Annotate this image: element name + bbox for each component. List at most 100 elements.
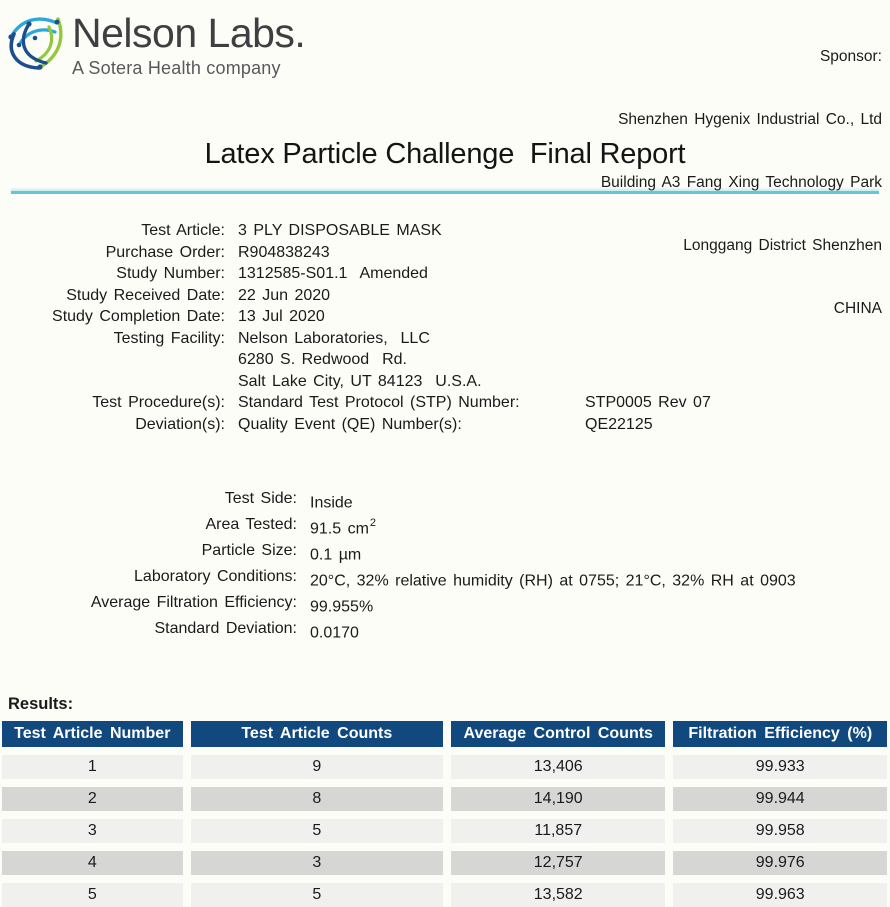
table-cell: 8 xyxy=(190,787,443,812)
table-cell: 99.944 xyxy=(673,787,887,812)
condition-label: Standard Deviation: xyxy=(154,620,297,638)
detail-value-2 xyxy=(572,242,890,264)
brand-name: Nelson Labs. xyxy=(72,10,306,56)
condition-superscript: 2 xyxy=(369,517,377,530)
table-cell: 99.958 xyxy=(673,819,887,844)
condition-value: Inside xyxy=(310,494,353,512)
detail-label: Testing Facility: xyxy=(113,329,225,347)
detail-value: 13 Jul 2020 xyxy=(238,308,325,325)
condition-value: 20°C, 32% relative humidity (RH) at 0755… xyxy=(310,572,796,590)
condition-row: Particle Size: 0.1 µm xyxy=(0,540,890,566)
table-cell: 9 xyxy=(190,755,443,780)
condition-label: Area Tested: xyxy=(205,516,297,534)
sponsor-line: Shenzhen Hygenix Industrial Co., Ltd xyxy=(618,111,882,128)
detail-value: Standard Test Protocol (STP) Number: xyxy=(238,394,520,411)
detail-value-2: QE22125 xyxy=(585,415,653,433)
detail-row: Test Article: 3 PLY DISPOSABLE MASK xyxy=(0,220,890,242)
condition-label: Particle Size: xyxy=(201,542,297,560)
table-cell: 1 xyxy=(2,755,183,780)
table-cell: 5 xyxy=(190,819,443,844)
table-cell: 3 xyxy=(2,819,183,844)
condition-row: Average Filtration Efficiency: 99.955% xyxy=(0,592,890,618)
table-cell: 99.976 xyxy=(673,851,887,876)
detail-value: R904838243 xyxy=(238,243,330,261)
detail-value: 22 Jun 2020 xyxy=(238,286,331,304)
detail-value-2 xyxy=(572,306,890,328)
title-divider xyxy=(11,191,879,194)
detail-label: Deviation(s): xyxy=(135,415,225,433)
detail-row: Testing Facility: Nelson Laboratories, L… xyxy=(0,328,890,350)
report-title: Latex Particle Challenge Final Report xyxy=(204,138,686,170)
condition-value: 0.1 µm xyxy=(310,546,362,564)
detail-value: Nelson Laboratories, LLC xyxy=(238,329,430,347)
detail-value-2 xyxy=(572,328,890,350)
detail-label: Study Number: xyxy=(116,265,225,282)
sponsor-line: CHINA xyxy=(833,300,882,317)
detail-label xyxy=(0,371,225,393)
table-cell: 3 xyxy=(190,851,443,876)
column-header-test-article-counts: Test Article Counts xyxy=(190,721,443,748)
detail-value-2 xyxy=(572,285,890,307)
sponsor-line: Longgang District Shenzhen xyxy=(683,237,882,254)
detail-label: Purchase Order: xyxy=(105,243,225,261)
detail-label: Study Received Date: xyxy=(66,286,225,304)
header: Nelson Labs. A Sotera Health company Spo… xyxy=(0,0,890,317)
detail-row: Purchase Order: R904838243 xyxy=(0,242,890,264)
condition-value: 91.5 cm xyxy=(310,520,369,538)
results-heading: Results: xyxy=(8,695,74,714)
study-details: Test Article: 3 PLY DISPOSABLE MASK Purc… xyxy=(0,220,890,435)
table-cell: 2 xyxy=(2,787,183,812)
column-header-average-control-counts: Average Control Counts xyxy=(450,721,666,748)
nelson-labs-globe-icon xyxy=(4,10,66,72)
detail-row: Study Received Date: 22 Jun 2020 xyxy=(0,285,890,307)
table-cell: 14,190 xyxy=(450,787,666,812)
detail-row: Deviation(s): Quality Event (QE) Number(… xyxy=(0,414,890,436)
condition-label: Laboratory Conditions: xyxy=(134,568,297,586)
table-cell: 13,406 xyxy=(450,755,666,780)
detail-label: Test Article: xyxy=(141,222,225,239)
detail-value: Salt Lake City, UT 84123 U.S.A. xyxy=(238,372,482,390)
detail-row: Study Completion Date: 13 Jul 2020 xyxy=(0,306,890,328)
detail-value: 3 PLY DISPOSABLE MASK xyxy=(238,222,442,239)
column-header-filtration-efficiency: Filtration Efficiency (%) xyxy=(673,721,887,748)
table-cell: 12,757 xyxy=(450,851,666,876)
condition-label: Average Filtration Efficiency: xyxy=(90,594,297,612)
detail-row: 6280 S. Redwood Rd. xyxy=(0,349,890,371)
table-cell: 13,582 xyxy=(450,883,666,907)
detail-label: Study Completion Date: xyxy=(52,308,225,325)
detail-row: Test Procedure(s): Standard Test Protoco… xyxy=(0,392,890,414)
condition-row: Test Side: Inside xyxy=(0,488,890,514)
table-cell: 5 xyxy=(190,883,443,907)
detail-row: Salt Lake City, UT 84123 U.S.A. xyxy=(0,371,890,393)
detail-value: 6280 S. Redwood Rd. xyxy=(238,351,407,368)
condition-label: Test Side: xyxy=(224,490,297,507)
sponsor-line: Building A3 Fang Xing Technology Park xyxy=(600,174,882,191)
condition-row: Area Tested: 91.5 cm2 xyxy=(0,514,890,540)
test-conditions: Test Side: Inside Area Tested: 91.5 cm2 … xyxy=(0,488,890,644)
column-header-test-article-number: Test Article Number xyxy=(2,721,183,748)
table-cell: 11,857 xyxy=(450,819,666,844)
detail-value-2 xyxy=(572,220,890,242)
condition-row: Laboratory Conditions: 20°C, 32% relativ… xyxy=(0,566,890,592)
detail-label xyxy=(0,349,225,371)
logo-text: Nelson Labs. A Sotera Health company xyxy=(72,4,306,79)
table-cell: 99.933 xyxy=(673,755,887,780)
results-table: Test Article Number Test Article Counts … xyxy=(2,721,887,907)
detail-value-2 xyxy=(572,371,890,393)
detail-label: Test Procedure(s): xyxy=(92,394,225,411)
sponsor-label: Sponsor: xyxy=(819,48,882,65)
table-cell: 4 xyxy=(2,851,183,876)
detail-value: 1312585-S01.1 Amended xyxy=(238,265,428,282)
detail-value-2 xyxy=(572,263,890,285)
condition-value: 0.0170 xyxy=(310,624,359,642)
table-cell: 5 xyxy=(2,883,183,907)
nelson-labs-logo: Nelson Labs. A Sotera Health company xyxy=(4,4,306,79)
sponsor-block: Sponsor: Shenzhen Hygenix Industrial Co.… xyxy=(601,4,884,361)
brand-tagline: A Sotera Health company xyxy=(72,58,281,79)
detail-value-2 xyxy=(572,349,890,371)
condition-value: 99.955% xyxy=(310,598,374,616)
detail-row: Study Number: 1312585-S01.1 Amended xyxy=(0,263,890,285)
table-cell: 99.963 xyxy=(673,883,887,907)
detail-value-2: STP0005 Rev 07 xyxy=(585,394,711,411)
